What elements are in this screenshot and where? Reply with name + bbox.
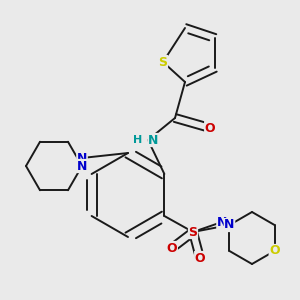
Text: N: N: [217, 215, 227, 229]
Text: N: N: [77, 152, 87, 164]
Text: O: O: [269, 244, 280, 257]
Text: O: O: [205, 122, 215, 134]
Text: H: H: [134, 135, 142, 145]
Text: O: O: [195, 251, 205, 265]
Text: N: N: [224, 218, 235, 232]
Text: N: N: [77, 160, 87, 172]
Text: S: S: [158, 56, 167, 68]
Text: N: N: [148, 134, 158, 146]
Text: S: S: [188, 226, 197, 238]
Text: O: O: [167, 242, 177, 254]
